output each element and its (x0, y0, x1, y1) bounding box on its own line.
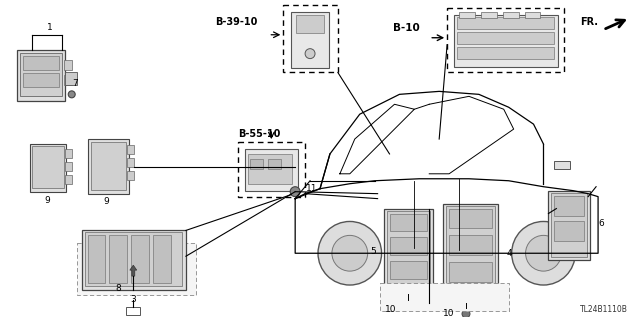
Text: 6: 6 (598, 219, 604, 228)
Bar (457, 47, 554, 59)
Bar (387, 211, 430, 295)
Bar (457, 17, 554, 29)
Circle shape (511, 221, 575, 285)
Circle shape (318, 221, 381, 285)
Circle shape (305, 49, 315, 59)
Bar (454, 15, 558, 67)
Bar (17, 50, 65, 101)
Text: 10: 10 (443, 309, 454, 318)
Bar (457, 32, 554, 44)
Bar (126, 307, 140, 315)
Bar (248, 154, 292, 184)
Bar (91, 142, 126, 190)
Circle shape (68, 91, 75, 98)
Bar (447, 8, 564, 72)
Bar (65, 175, 72, 184)
Bar (459, 12, 475, 18)
Bar (88, 235, 106, 283)
Text: 11: 11 (306, 184, 317, 193)
Bar (554, 196, 584, 216)
Bar (390, 261, 428, 279)
Bar (404, 294, 413, 300)
Bar (390, 237, 428, 255)
Circle shape (290, 187, 300, 197)
Bar (383, 209, 433, 298)
Bar (30, 144, 66, 192)
Text: B-55-10: B-55-10 (239, 129, 281, 139)
Bar (77, 243, 196, 295)
Bar (552, 193, 587, 257)
Bar (465, 298, 475, 305)
Bar (65, 71, 77, 85)
Bar (127, 158, 134, 167)
Text: 9: 9 (44, 196, 50, 205)
Bar (525, 12, 540, 18)
Bar (380, 283, 509, 311)
Text: B-10: B-10 (392, 23, 419, 33)
Bar (127, 145, 134, 154)
Bar (131, 235, 149, 283)
Text: 7: 7 (73, 79, 79, 88)
Bar (554, 161, 570, 169)
Text: 9: 9 (104, 197, 109, 206)
Bar (446, 205, 495, 300)
Text: 10: 10 (385, 305, 396, 314)
Circle shape (525, 235, 561, 271)
Text: 8: 8 (116, 284, 122, 293)
Bar (449, 235, 492, 255)
Text: 1: 1 (47, 23, 52, 32)
Bar (503, 12, 518, 18)
Bar (284, 5, 338, 72)
Circle shape (404, 302, 412, 310)
Bar (64, 60, 72, 70)
Text: B-39-10: B-39-10 (215, 17, 257, 27)
Text: TL24B1110B: TL24B1110B (580, 305, 628, 314)
Bar (390, 213, 428, 231)
Bar (153, 235, 171, 283)
Bar (84, 233, 182, 286)
Bar (479, 298, 489, 305)
Bar (82, 230, 186, 290)
FancyArrow shape (130, 265, 137, 276)
Bar (23, 56, 59, 70)
Bar (250, 159, 264, 169)
Bar (109, 235, 127, 283)
Text: 4: 4 (507, 249, 513, 258)
Bar (548, 191, 590, 260)
Bar (392, 294, 401, 300)
Circle shape (332, 235, 367, 271)
Text: 5: 5 (370, 247, 376, 256)
Bar (244, 149, 298, 191)
Text: 3: 3 (131, 295, 136, 304)
Bar (291, 12, 329, 68)
Bar (449, 262, 492, 282)
Bar (237, 142, 305, 197)
Bar (443, 204, 498, 303)
Circle shape (462, 310, 470, 318)
Bar (268, 159, 281, 169)
Text: FR.: FR. (580, 17, 598, 27)
Bar (32, 146, 64, 188)
Bar (88, 139, 129, 194)
Bar (417, 294, 426, 300)
Bar (127, 171, 134, 180)
Bar (554, 221, 584, 241)
Bar (20, 53, 62, 96)
Bar (23, 73, 59, 87)
Bar (449, 209, 492, 228)
Bar (451, 298, 461, 305)
Bar (65, 162, 72, 171)
Bar (65, 149, 72, 158)
Bar (296, 15, 324, 33)
Bar (64, 76, 72, 85)
Bar (481, 12, 497, 18)
